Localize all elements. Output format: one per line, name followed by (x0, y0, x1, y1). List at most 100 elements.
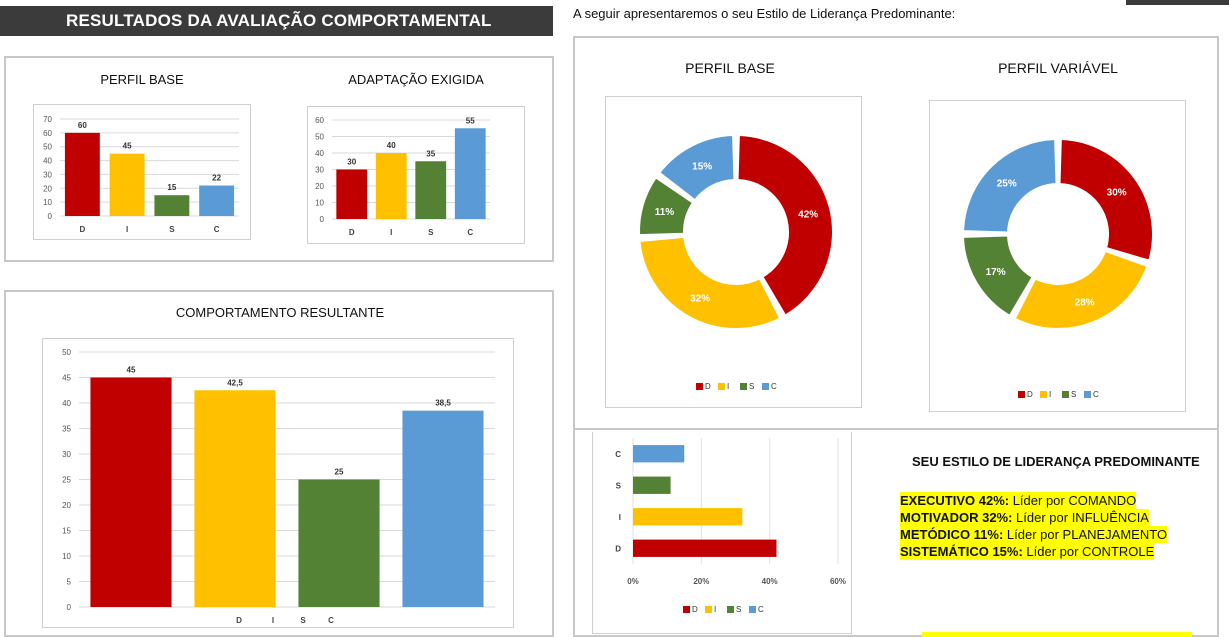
hbar-S (633, 476, 671, 494)
y-tick-label: 50 (62, 348, 71, 357)
bar-D (64, 132, 100, 216)
data-label: 60 (78, 121, 87, 130)
y-tick-label: 60 (43, 129, 52, 138)
style-line-metodico: METÓDICO 11%: Líder por PLANEJAMENTO (900, 526, 1168, 543)
y-tick-label: 25 (62, 476, 71, 485)
legend-label: C (1093, 390, 1099, 399)
y-tick-label: 45 (62, 374, 71, 383)
y-tick-label: 0 (320, 215, 325, 224)
resultante-bar-chart: 0 5 10 15 20 25 30 35 40 45 50 45 D 42,5 I 25 S 38,5 C (62, 348, 495, 625)
legend-swatch-D (696, 383, 703, 390)
bar-I (194, 390, 276, 607)
x-tick-label: 0% (627, 577, 639, 586)
legend-label: C (758, 605, 764, 614)
slice-label: 17% (986, 267, 1006, 278)
perfil-base-donut: 42% 32% 11% 15% D I S C (638, 134, 834, 391)
y-tick-label: 10 (315, 199, 324, 208)
y-tick-label: 15 (62, 527, 71, 536)
slice-label: 25% (997, 179, 1017, 190)
perfil-base-chart-frame: 0 10 20 30 40 50 60 70 60 D 45 I 15 S 22 C (33, 104, 251, 240)
bar-S (154, 195, 190, 216)
legend-label: S (749, 382, 754, 391)
y-tick-label: 30 (62, 450, 71, 459)
y-tick-label: 20 (315, 182, 324, 191)
x-tick-label: S (300, 616, 306, 625)
x-tick-label: C (328, 616, 334, 625)
legend-label: S (736, 605, 741, 614)
data-label: 22 (212, 174, 221, 183)
data-label: 15 (167, 183, 176, 192)
style-title: SEU ESTILO DE LIDERANÇA PREDOMINANTE (912, 454, 1200, 469)
adaptacao-title: ADAPTAÇÃO EXIGIDA (348, 72, 484, 87)
hbar-I (633, 508, 743, 526)
y-tick-label: 10 (43, 198, 52, 207)
corner-bar (1126, 0, 1229, 5)
adaptacao-bar-chart: 0 10 20 30 40 50 60 30 D 40 I 35 S 55 C (315, 116, 490, 237)
legend-label: S (1071, 390, 1076, 399)
y-tick-label: 20 (62, 501, 71, 510)
x-tick-label: 60% (830, 577, 846, 586)
y-tick-label: 70 (43, 115, 52, 124)
y-tick-label: 50 (315, 133, 324, 142)
slice-D (736, 134, 834, 317)
slice-label: 15% (692, 162, 712, 173)
perfil-base-title: PERFIL BASE (100, 72, 184, 87)
slice-C (657, 134, 736, 202)
x-tick-label: S (428, 228, 434, 237)
donut1-frame: 42% 32% 11% 15% D I S C (605, 96, 862, 408)
y-tick-label: 20 (43, 184, 52, 193)
legend-swatch-I (705, 606, 712, 613)
x-tick-label: D (349, 228, 355, 237)
data-label: 38,5 (435, 399, 451, 408)
x-tick-label: 20% (693, 577, 709, 586)
perfil-variavel-donut: 30% 28% 17% 25% D I S C (962, 138, 1154, 399)
donut2-frame: 30% 28% 17% 25% D I S C (929, 100, 1186, 412)
data-label: 42,5 (227, 378, 243, 387)
slice-C (962, 138, 1058, 234)
data-label: 55 (466, 116, 475, 125)
hbar-D (633, 539, 777, 557)
bar-D (90, 377, 172, 607)
style-list: EXECUTIVO 42%: Líder por COMANDO MOTIVAD… (900, 492, 1168, 560)
bar-D (336, 169, 368, 219)
y-tick-label: 10 (62, 552, 71, 561)
legend-swatch-C (749, 606, 756, 613)
y-tick-label: 40 (62, 399, 71, 408)
legend-label: D (705, 382, 711, 391)
x-tick-label: I (126, 225, 128, 234)
slice-S (962, 234, 1034, 318)
slice-label: 42% (798, 209, 818, 220)
estilo-hbar-chart: 0% 20% 40% 60% D I S C D I S C (615, 438, 846, 614)
y-tick-label: 50 (43, 143, 52, 152)
y-tick-label: 30 (315, 166, 324, 175)
y-tick-label: C (615, 450, 621, 459)
x-tick-label: 40% (762, 577, 778, 586)
style-line-executivo: EXECUTIVO 42%: Líder por COMANDO (900, 492, 1137, 509)
intro-text: A seguir apresentaremos o seu Estilo de … (573, 6, 956, 21)
results-header: RESULTADOS DA AVALIAÇÃO COMPORTAMENTAL (0, 6, 553, 36)
x-tick-label: D (79, 225, 85, 234)
bar-C (454, 128, 486, 219)
style-line-sistematico: SISTEMÁTICO 15%: Líder por CONTROLE (900, 543, 1155, 560)
y-tick-label: 0 (48, 212, 53, 221)
slice-I (638, 235, 782, 330)
style-line-motivador: MOTIVADOR 32%: Líder por INFLUÊNCIA (900, 509, 1149, 526)
data-label: 35 (426, 149, 435, 158)
legend-swatch-D (1018, 391, 1025, 398)
legend-label: I (727, 382, 729, 391)
y-tick-label: 40 (315, 149, 324, 158)
x-tick-label: I (272, 616, 274, 625)
resultante-chart-frame: 0 5 10 15 20 25 30 35 40 45 50 45 D 42,5 I 25 S 38,5 C (42, 338, 514, 628)
bar-C (199, 185, 235, 216)
y-tick-label: 40 (43, 157, 52, 166)
data-label: 45 (127, 366, 136, 375)
slice-label: 30% (1107, 187, 1127, 198)
y-tick-label: S (616, 481, 622, 490)
legend-swatch-C (1084, 391, 1091, 398)
slice-I (1013, 249, 1149, 330)
bar-S (415, 161, 447, 219)
legend-swatch-I (718, 383, 725, 390)
bar-S (298, 479, 380, 607)
perfil-base-bar-chart: 0 10 20 30 40 50 60 70 60 D 45 I 15 S 22 C (43, 115, 239, 234)
legend-label: C (771, 382, 777, 391)
